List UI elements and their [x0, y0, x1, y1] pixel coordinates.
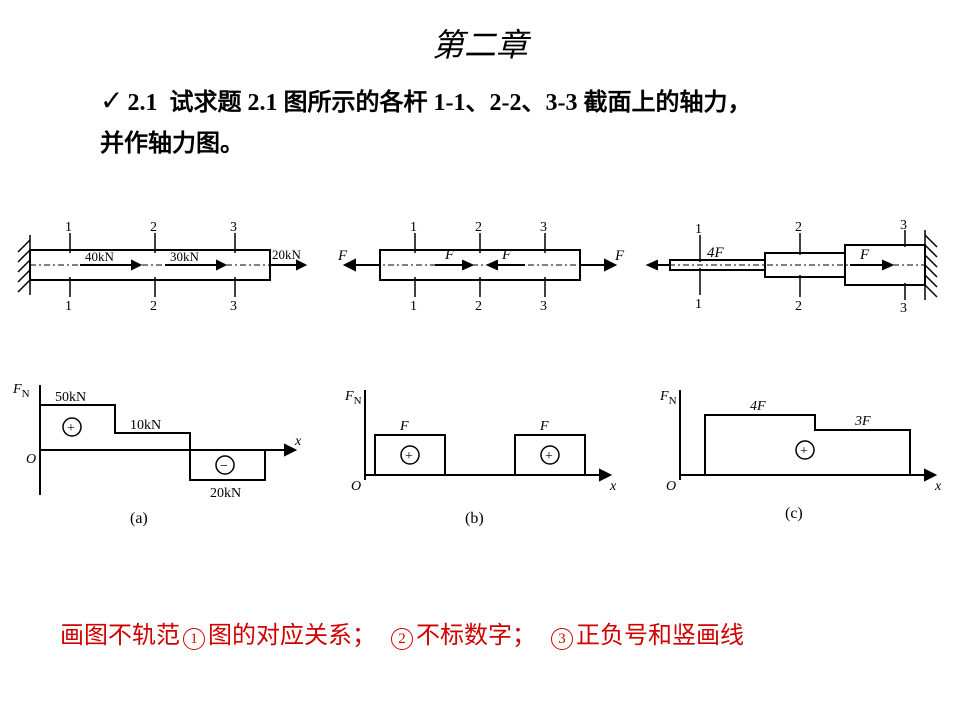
svg-text:3: 3 — [540, 299, 547, 314]
svg-text:F: F — [399, 419, 409, 434]
svg-text:2: 2 — [150, 220, 157, 235]
beam-figure-c: 1 1 2 2 3 3 4F F — [645, 215, 950, 315]
svg-text:1: 1 — [65, 220, 72, 235]
svg-text:−: − — [220, 459, 228, 474]
svg-text:O: O — [666, 479, 676, 494]
svg-text:40kN: 40kN — [85, 249, 115, 264]
note-part3: 正负号和竖画线 — [576, 623, 744, 649]
svg-text:3F: 3F — [854, 414, 871, 429]
svg-text:20kN: 20kN — [272, 247, 302, 262]
axial-diagram-c: FN 4F 3F x O + (c) — [650, 375, 950, 525]
beam-figure-row: 1 1 2 2 3 3 40kN 30kN 20kN — [0, 215, 960, 325]
problem-number: 2.1 — [127, 90, 157, 116]
svg-text:O: O — [351, 479, 361, 494]
svg-text:2: 2 — [795, 220, 802, 235]
svg-text:2: 2 — [475, 220, 482, 235]
problem-line1: 试求题 2.1 图所示的各杆 1-1、2-2、3-3 截面上的轴力， — [169, 90, 751, 116]
svg-text:3: 3 — [900, 218, 907, 233]
svg-text:1: 1 — [65, 299, 72, 314]
svg-text:FN: FN — [12, 382, 30, 400]
circle-2-icon: 2 — [391, 628, 413, 650]
axial-diagram-row: FN 50kN 10kN 20kN x O + − (a) — [0, 375, 960, 525]
note-part2: 不标数字； — [416, 623, 536, 649]
svg-text:F: F — [859, 247, 870, 263]
page: 第二章 ✓2.1 试求题 2.1 图所示的各杆 1-1、2-2、3-3 截面上的… — [0, 0, 960, 720]
svg-text:1: 1 — [695, 222, 702, 237]
svg-text:3: 3 — [230, 220, 237, 235]
caption-b: (b) — [465, 510, 484, 528]
svg-text:x: x — [934, 479, 942, 494]
svg-text:+: + — [545, 449, 553, 464]
svg-text:4F: 4F — [707, 245, 725, 261]
svg-text:F: F — [501, 247, 512, 263]
svg-text:F: F — [337, 248, 348, 264]
problem-statement: ✓2.1 试求题 2.1 图所示的各杆 1-1、2-2、3-3 截面上的轴力， … — [100, 80, 900, 163]
svg-text:2: 2 — [150, 299, 157, 314]
svg-text:3: 3 — [900, 301, 907, 315]
note-prefix: 画图不轨范 — [60, 623, 180, 649]
checkmark-icon: ✓ — [100, 86, 123, 117]
svg-text:FN: FN — [344, 389, 362, 407]
svg-text:+: + — [800, 444, 808, 459]
axial-diagram-b: FN F F x O + + (b) — [335, 375, 625, 525]
circle-1-icon: 1 — [183, 628, 205, 650]
svg-text:F: F — [614, 248, 625, 264]
svg-text:O: O — [26, 452, 36, 467]
svg-text:2: 2 — [795, 299, 802, 314]
svg-text:10kN: 10kN — [130, 418, 161, 433]
svg-text:4F: 4F — [750, 399, 766, 414]
beam-figure-a: 1 1 2 2 3 3 40kN 30kN 20kN — [10, 215, 310, 315]
problem-line2: 并作轴力图。 — [100, 131, 244, 157]
svg-text:2: 2 — [475, 299, 482, 314]
svg-text:50kN: 50kN — [55, 390, 86, 405]
axial-diagram-a: FN 50kN 10kN 20kN x O + − (a) — [10, 375, 310, 525]
svg-text:1: 1 — [695, 297, 702, 312]
svg-text:30kN: 30kN — [170, 249, 200, 264]
circle-3-icon: 3 — [551, 628, 573, 650]
caption-a: (a) — [130, 510, 148, 528]
svg-text:F: F — [539, 419, 549, 434]
svg-text:3: 3 — [540, 220, 547, 235]
svg-text:x: x — [294, 434, 302, 449]
svg-text:FN: FN — [659, 389, 677, 407]
caption-c: (c) — [785, 505, 803, 523]
svg-text:1: 1 — [410, 299, 417, 314]
svg-text:+: + — [405, 449, 413, 464]
annotation-note: 画图不轨范1图的对应关系； 2不标数字； 3正负号和竖画线 — [60, 615, 910, 650]
chapter-title: 第二章 — [0, 20, 960, 66]
beam-figure-b: 1 1 2 2 3 3 F F F F — [330, 215, 630, 315]
svg-text:x: x — [609, 479, 617, 494]
note-part1: 图的对应关系； — [208, 623, 376, 649]
svg-text:3: 3 — [230, 299, 237, 314]
svg-text:+: + — [67, 421, 75, 436]
svg-text:1: 1 — [410, 220, 417, 235]
svg-text:F: F — [444, 247, 455, 263]
svg-text:20kN: 20kN — [210, 486, 241, 501]
